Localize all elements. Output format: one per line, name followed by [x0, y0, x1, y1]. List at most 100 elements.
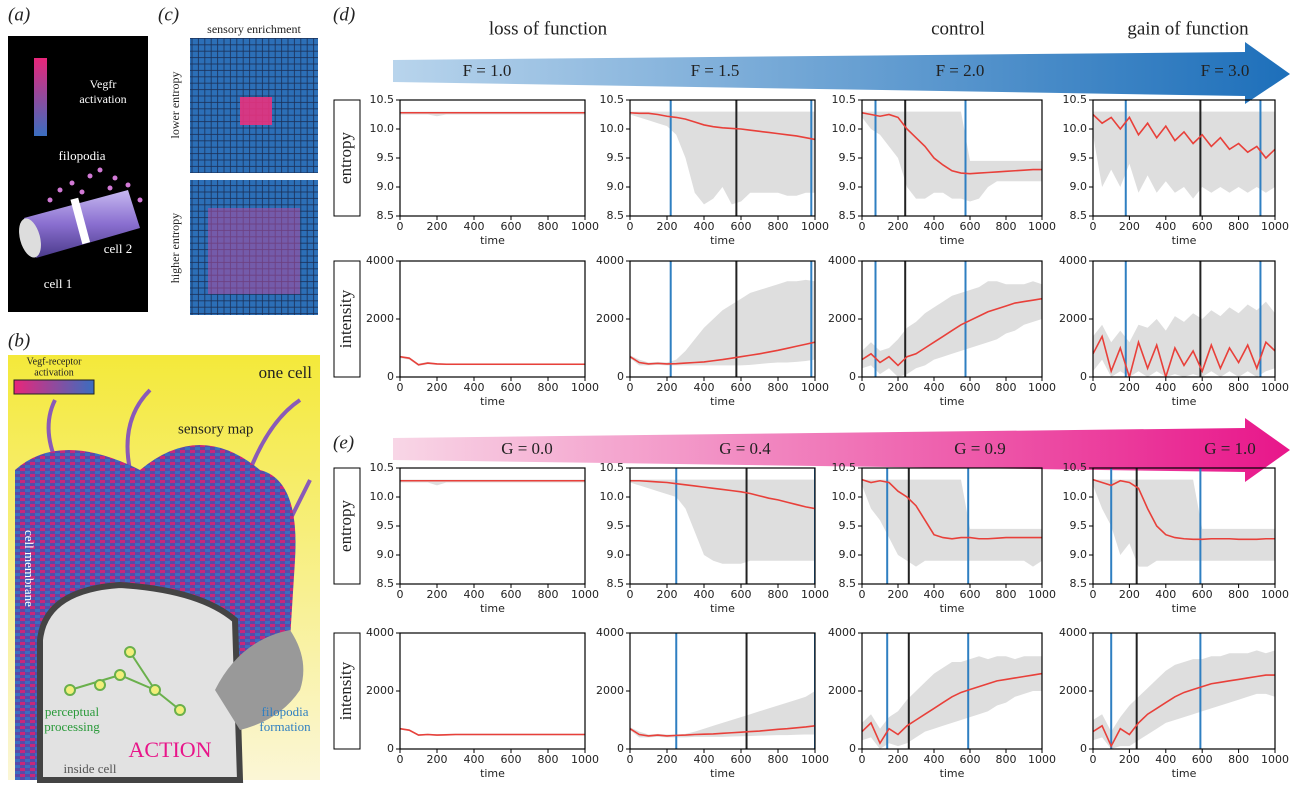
x-tick-label: 400	[694, 381, 715, 394]
x-tick-label: 200	[888, 220, 909, 233]
y-tick-label: 2000	[1059, 312, 1087, 325]
x-tick-label: 200	[427, 381, 448, 394]
range-band	[1093, 111, 1275, 199]
y-tick-label: 2000	[596, 684, 624, 697]
enriched-region	[208, 208, 300, 294]
x-axis-label: time	[710, 767, 735, 780]
x-tick-label: 400	[694, 753, 715, 766]
x-axis-label: time	[1172, 234, 1197, 247]
x-axis-label: time	[1172, 395, 1197, 408]
annotation: ACTION	[128, 737, 211, 762]
y-tick-label: 9.0	[1070, 180, 1088, 193]
plot-frame	[399, 99, 586, 217]
y-tick-label: 9.5	[377, 151, 395, 164]
plot-area	[400, 479, 585, 486]
y-tick-label: 0	[617, 742, 624, 755]
mean-line	[1093, 478, 1275, 541]
annotation: cell membrane	[22, 530, 37, 607]
y-tick-label: 4000	[366, 626, 394, 639]
x-tick-label: 600	[960, 381, 981, 394]
row-label: higher entropy	[168, 213, 182, 283]
panel-title: sensory enrichment	[207, 22, 301, 36]
x-tick-label: 800	[768, 220, 789, 233]
x-tick-label: 1000	[1028, 753, 1056, 766]
x-tick-label: 200	[888, 381, 909, 394]
x-tick-label: 0	[627, 220, 634, 233]
y-tick-label: 8.5	[839, 209, 857, 222]
mean-line	[1093, 113, 1275, 160]
x-tick-label: 400	[924, 381, 945, 394]
x-tick-label: 400	[694, 220, 715, 233]
y-tick-label: 10.5	[1063, 461, 1088, 474]
legend-label: activation	[34, 367, 73, 378]
panel-a: (a) Vegfr activation filopodia cell 1 ce…	[8, 4, 148, 312]
legend-label: Vegf-receptor	[27, 356, 83, 367]
mean-line	[862, 672, 1042, 745]
y-tick-label: 4000	[828, 254, 856, 267]
arrow-label: G = 0.4	[719, 439, 771, 458]
x-tick-label: 600	[501, 753, 522, 766]
x-axis-label: time	[710, 395, 735, 408]
mean-line	[630, 341, 815, 365]
mean-line	[400, 355, 585, 366]
y-axis-label: intensity	[336, 289, 355, 348]
x-tick-label: 600	[731, 220, 752, 233]
annotation: perceptual	[45, 704, 100, 719]
x-tick-label: 1000	[571, 381, 599, 394]
plot-frame	[399, 632, 586, 750]
mean-line	[1093, 334, 1275, 377]
x-tick-label: 400	[1155, 753, 1176, 766]
color-bar	[13, 379, 95, 395]
y-tick-label: 0	[617, 370, 624, 383]
y-tick-label: 9.5	[377, 519, 395, 532]
x-tick-label: 800	[768, 753, 789, 766]
y-tick-label: 10.0	[370, 490, 395, 503]
x-tick-label: 1000	[1028, 381, 1056, 394]
y-tick-label: 2000	[596, 312, 624, 325]
y-tick-label: 9.0	[607, 180, 625, 193]
x-tick-label: 800	[1228, 220, 1249, 233]
mean-line	[630, 479, 815, 510]
x-axis-label: time	[1172, 602, 1197, 615]
mean-line	[1093, 674, 1275, 748]
y-tick-label: 10.0	[1063, 490, 1088, 503]
panel-title: one cell	[259, 363, 313, 382]
x-tick-label: 400	[924, 753, 945, 766]
enriched-region	[240, 97, 272, 125]
y-tick-label: 9.5	[839, 519, 857, 532]
range-band	[630, 279, 815, 366]
range-band	[862, 479, 1042, 567]
plot-area	[862, 468, 1042, 584]
panel-label: (c)	[158, 4, 179, 25]
range-band	[862, 281, 1042, 377]
x-tick-label: 0	[859, 381, 866, 394]
range-band	[1093, 650, 1275, 749]
y-tick-label: 2000	[828, 684, 856, 697]
x-tick-label: 200	[1119, 588, 1140, 601]
mean-line	[630, 111, 815, 141]
x-tick-label: 600	[960, 753, 981, 766]
range-band	[1093, 301, 1275, 377]
y-tick-label: 9.0	[607, 548, 625, 561]
plot-area	[630, 633, 815, 749]
plot-frame	[399, 260, 586, 378]
plot-area	[400, 111, 585, 117]
x-tick-label: 800	[538, 753, 559, 766]
y-tick-label: 10.0	[1063, 122, 1088, 135]
panel-label: (b)	[8, 330, 30, 351]
x-tick-label: 800	[996, 588, 1017, 601]
arrow-label: G = 1.0	[1204, 439, 1256, 458]
x-tick-label: 0	[627, 588, 634, 601]
y-tick-label: 0	[387, 742, 394, 755]
x-tick-label: 400	[924, 588, 945, 601]
x-axis-label: time	[1172, 767, 1197, 780]
x-tick-label: 800	[996, 381, 1017, 394]
panel-c: (c) sensory enrichment lower entropy hig…	[158, 4, 318, 315]
y-axis-label: entropy	[336, 132, 355, 184]
arrow-label: F = 3.0	[1201, 61, 1250, 80]
panel-label: (a)	[8, 4, 30, 25]
y-tick-label: 0	[849, 742, 856, 755]
color-bar	[34, 58, 47, 136]
x-tick-label: 800	[538, 220, 559, 233]
plot-area	[1093, 100, 1275, 216]
